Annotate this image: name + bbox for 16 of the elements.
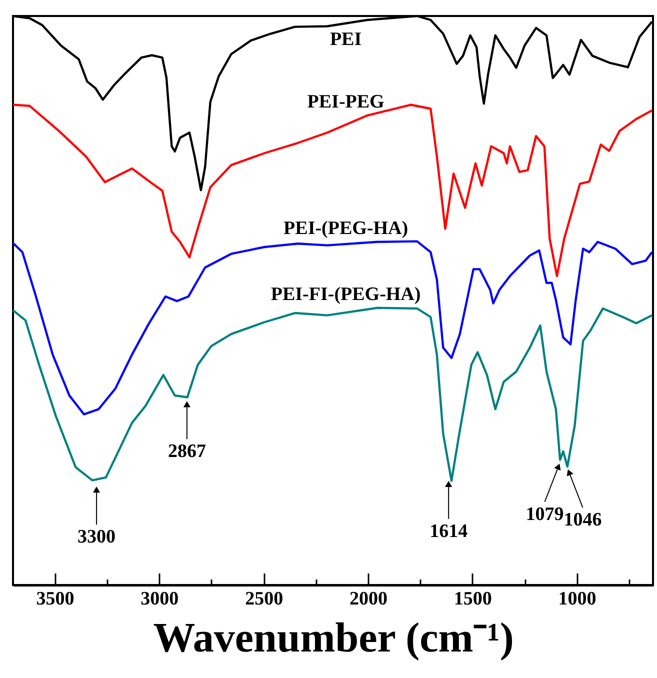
- annotation: 1046: [564, 510, 602, 531]
- x-tick-label: 2500: [245, 588, 284, 610]
- x-tick-label: 1000: [558, 588, 596, 610]
- series-label: PEI-PEG: [307, 92, 385, 113]
- x-tick-label: 3500: [36, 588, 74, 610]
- annotation: 2867: [168, 441, 206, 462]
- x-axis-title: Wavenumber (cm⁻¹): [153, 616, 514, 662]
- annotation: 3300: [78, 526, 116, 548]
- annotation: 1614: [430, 520, 468, 542]
- x-tick-label: 1500: [454, 588, 492, 610]
- series-label: PEI-FI-(PEG-HA): [270, 284, 421, 305]
- series-label: PEI: [330, 29, 362, 50]
- x-tick-label: 2000: [349, 588, 388, 610]
- x-tick-label: 3000: [140, 588, 179, 610]
- series-label: PEI-(PEG-HA): [284, 218, 408, 239]
- annotation: 1079: [526, 504, 564, 525]
